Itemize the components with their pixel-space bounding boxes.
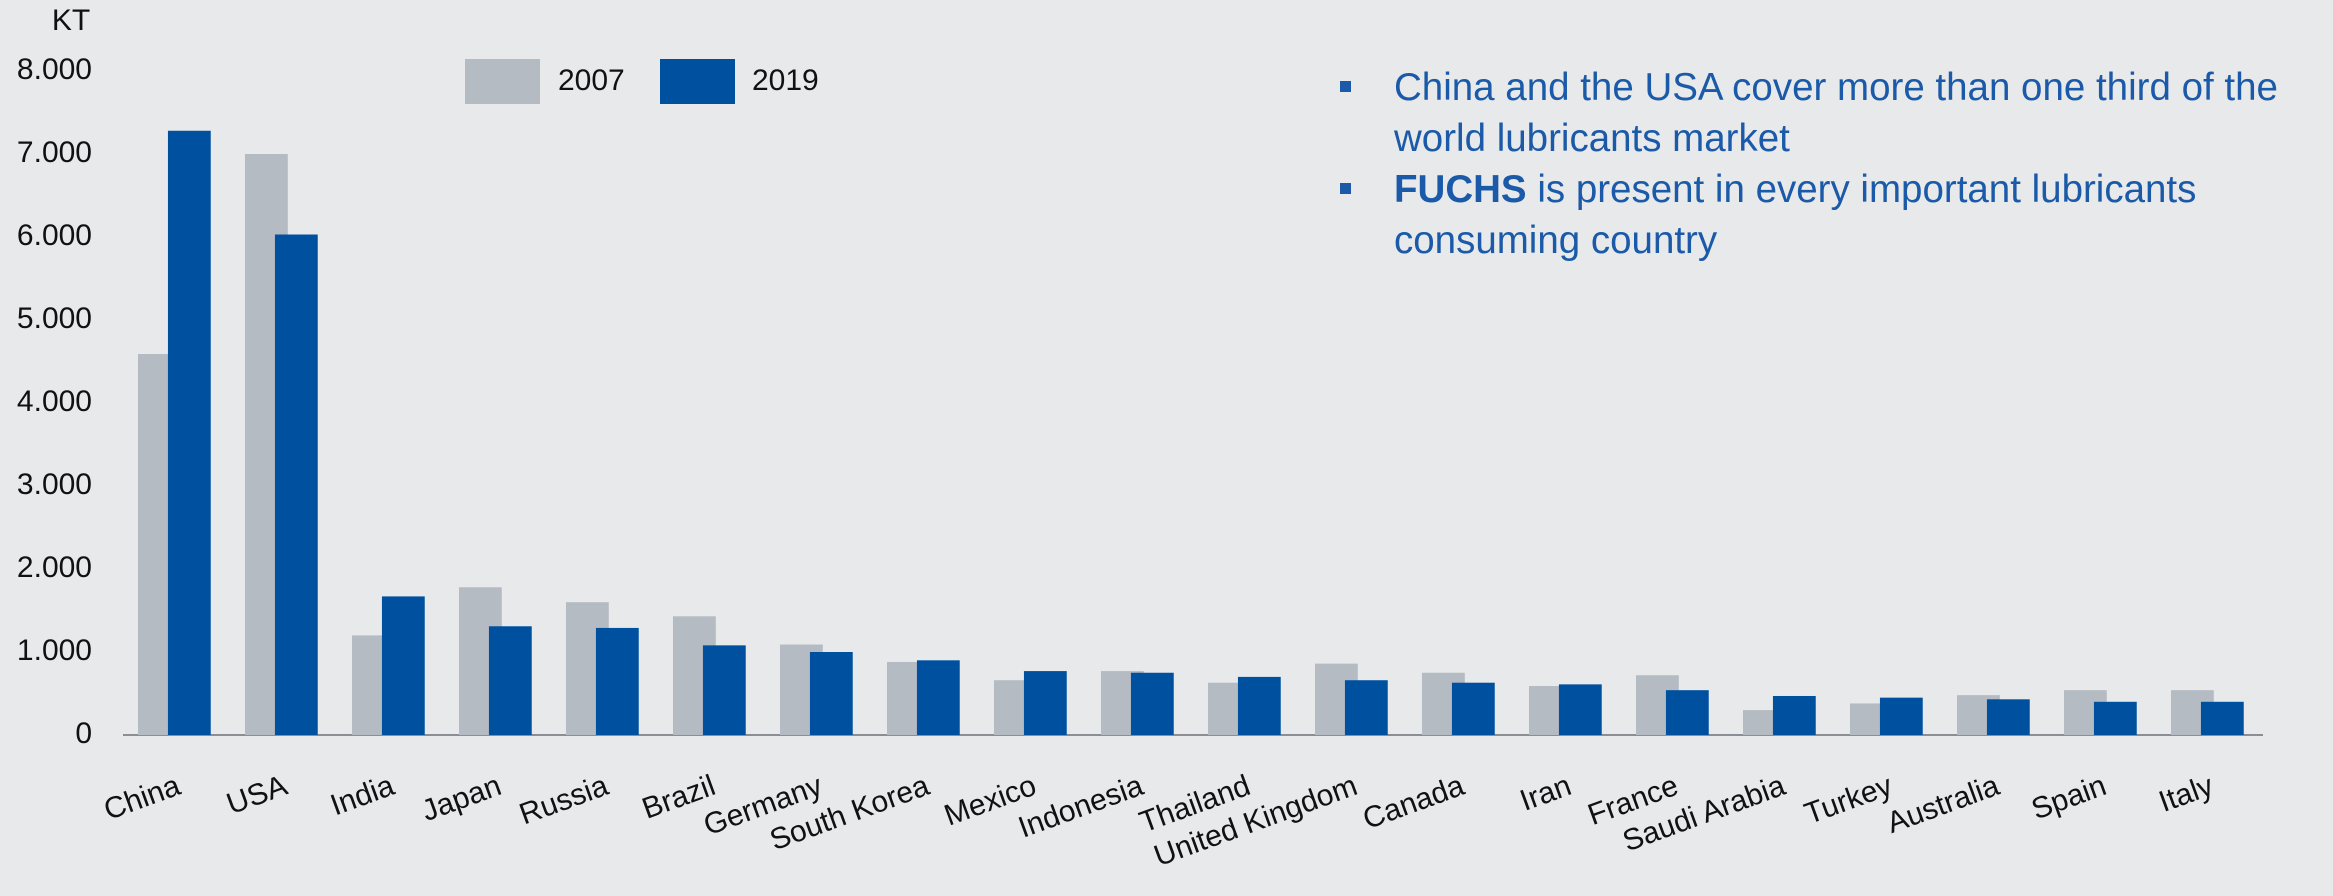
legend-swatch	[660, 59, 735, 104]
bar	[595, 627, 639, 735]
bar	[1558, 684, 1602, 735]
bar	[809, 652, 853, 735]
y-tick-label: 6.000	[17, 219, 92, 252]
annotation: is present in every important lubricants…	[1394, 168, 2197, 262]
x-tick-label: Australia	[1883, 769, 2004, 840]
annotation: China and the USA cover more than one th…	[1394, 66, 2278, 160]
bullet: China and the USA cover more than one th…	[1340, 62, 2300, 164]
y-tick-label: 0	[75, 717, 92, 750]
bar	[1665, 690, 1709, 735]
bar	[2200, 701, 2244, 735]
x-tick-label: India	[326, 769, 399, 822]
legend-swatch	[465, 59, 540, 104]
y-tick-label: 4.000	[17, 385, 92, 418]
legend-label: 2019	[752, 64, 819, 97]
x-tick-label: Turkey	[1800, 769, 1896, 831]
x-tick-label: China	[100, 769, 185, 827]
bar	[1344, 680, 1388, 735]
y-tick-label: 7.000	[17, 136, 92, 169]
bar	[1772, 695, 1816, 735]
x-tick-label: Indonesia	[1014, 769, 1148, 845]
x-tick-label: Italy	[2155, 769, 2218, 819]
annotations: China and the USA cover more than one th…	[1340, 62, 2300, 266]
x-tick-label: Iran	[1516, 769, 1576, 818]
legend-label: 2007	[558, 64, 625, 97]
bar	[167, 130, 211, 735]
bar	[1130, 672, 1174, 735]
y-tick-label: 8.000	[17, 53, 92, 86]
x-tick-label: Russia	[515, 769, 613, 831]
bar	[2093, 701, 2137, 735]
bullet: FUCHS is present in every important lubr…	[1340, 164, 2300, 266]
bar	[1023, 671, 1067, 735]
bar	[916, 660, 960, 735]
bar	[1986, 699, 2030, 735]
bar	[1237, 676, 1281, 735]
y-tick-label: 1.000	[17, 634, 92, 667]
bar	[381, 596, 425, 735]
annotation-bold: FUCHS	[1394, 168, 1527, 211]
y-tick-label: 5.000	[17, 302, 92, 335]
bar	[1879, 697, 1923, 735]
x-tick-label: Spain	[2027, 769, 2110, 826]
y-axis-label: KT	[52, 4, 90, 37]
y-tick-label: 2.000	[17, 551, 92, 584]
bar	[274, 234, 318, 735]
bar	[702, 645, 746, 735]
x-tick-label: Canada	[1359, 769, 1469, 836]
x-tick-label: USA	[222, 769, 291, 821]
x-tick-label: Japan	[417, 769, 505, 828]
y-tick-label: 3.000	[17, 468, 92, 501]
bar	[1451, 682, 1495, 735]
bar	[488, 626, 532, 735]
